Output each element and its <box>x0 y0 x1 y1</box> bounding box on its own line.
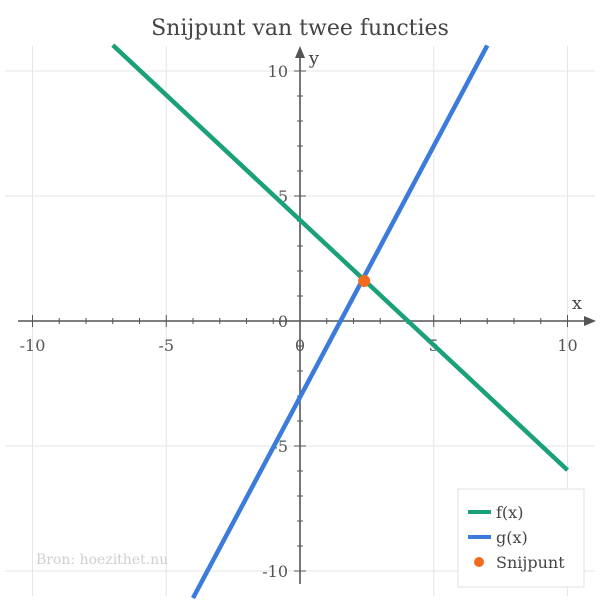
y-tick-label: 5 <box>278 187 288 206</box>
legend-label: g(x) <box>496 528 528 547</box>
y-tick-label: -10 <box>262 562 288 581</box>
series-line <box>191 44 490 600</box>
x-tick-label: 0 <box>295 336 305 355</box>
x-tick-label: -5 <box>158 336 174 355</box>
series-line <box>111 43 570 472</box>
x-tick-label: 10 <box>557 336 577 355</box>
legend-swatch <box>474 557 484 567</box>
x-axis-arrow <box>584 316 596 326</box>
series-layer <box>111 43 570 600</box>
y-tick-label: 10 <box>268 62 288 81</box>
chart-title: Snijpunt van twee functies <box>151 16 449 41</box>
source-note: Bron: hoezithet.nu <box>36 552 168 568</box>
legend-label: Snijpunt <box>496 553 565 572</box>
y-axis-arrow <box>295 46 305 58</box>
data-point <box>358 275 371 287</box>
legend: f(x) g(x) Snijpunt <box>457 488 585 588</box>
x-axis-label: x <box>572 293 582 314</box>
x-tick-label: -10 <box>20 336 46 355</box>
legend-label: f(x) <box>496 503 523 522</box>
y-tick-label: 0 <box>278 312 288 331</box>
points-layer <box>358 275 371 287</box>
y-axis-label: y <box>308 48 320 69</box>
